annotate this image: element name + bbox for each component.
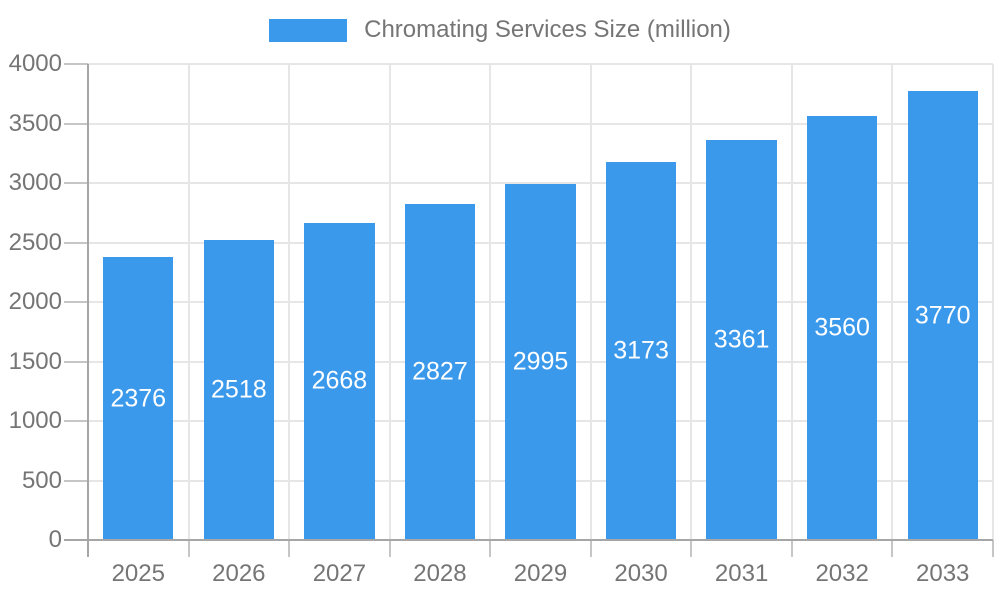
y-tick-mark xyxy=(64,63,88,65)
y-tick-mark xyxy=(64,479,88,482)
bar-value-label: 3560 xyxy=(814,313,870,342)
y-axis-label: 1000 xyxy=(8,407,62,434)
x-tick-mark xyxy=(489,540,492,557)
y-gridline xyxy=(88,63,993,65)
x-gridline xyxy=(891,64,894,540)
y-axis-line xyxy=(87,64,89,557)
y-gridline xyxy=(88,182,993,184)
y-tick-mark xyxy=(64,360,88,363)
x-gridline xyxy=(589,64,592,540)
x-tick-mark xyxy=(589,540,592,557)
bar-value-label: 3770 xyxy=(914,301,971,330)
x-axis-label: 2032 xyxy=(815,560,869,587)
bar-value-label: 2376 xyxy=(110,384,167,413)
x-tick-mark xyxy=(992,540,994,557)
x-axis-label: 2031 xyxy=(714,560,769,587)
bar-value-label: 3361 xyxy=(713,325,770,354)
bar xyxy=(907,91,978,540)
y-tick-mark xyxy=(64,301,88,303)
y-axis-label: 2000 xyxy=(8,288,62,315)
y-axis-label: 1500 xyxy=(8,347,62,375)
y-tick-mark xyxy=(64,420,88,422)
bar-value-label: 2995 xyxy=(512,347,569,376)
y-axis-label: 4000 xyxy=(8,50,62,77)
y-tick-mark xyxy=(64,122,88,125)
x-gridline xyxy=(992,64,994,540)
y-tick-mark xyxy=(64,182,88,184)
x-tick-mark xyxy=(187,540,190,557)
x-gridline xyxy=(489,64,492,540)
x-axis-label: 2033 xyxy=(916,560,970,587)
y-axis-label: 0 xyxy=(48,526,62,553)
x-gridline xyxy=(690,64,693,540)
x-axis-label: 2029 xyxy=(513,560,568,587)
y-axis-label: 3000 xyxy=(8,169,62,196)
bar xyxy=(706,140,777,540)
bar xyxy=(103,257,174,540)
x-gridline xyxy=(388,64,391,540)
bar-value-label: 2827 xyxy=(412,357,468,386)
y-gridline xyxy=(88,122,993,125)
bar xyxy=(203,240,274,540)
bar-value-label: 2668 xyxy=(311,366,368,395)
x-axis-line xyxy=(64,539,993,541)
x-gridline xyxy=(790,64,793,540)
x-axis-label: 2028 xyxy=(413,560,467,587)
x-tick-mark xyxy=(690,540,693,557)
bar xyxy=(505,183,576,540)
x-axis-label: 2025 xyxy=(111,560,165,587)
bar xyxy=(404,203,476,540)
bar-value-label: 3173 xyxy=(613,336,669,365)
x-tick-mark xyxy=(288,540,291,557)
x-tick-mark xyxy=(891,540,894,557)
x-tick-mark xyxy=(388,540,391,557)
y-axis-label: 2500 xyxy=(8,228,62,256)
bar xyxy=(304,222,375,540)
x-axis-label: 2026 xyxy=(212,560,266,587)
bar xyxy=(806,116,878,540)
x-tick-mark xyxy=(790,540,793,557)
x-axis-label: 2030 xyxy=(614,560,668,587)
bar xyxy=(605,162,677,540)
bar-value-label: 2518 xyxy=(211,375,267,404)
x-gridline xyxy=(187,64,190,540)
x-gridline xyxy=(288,64,291,540)
y-axis-label: 3500 xyxy=(8,109,62,137)
y-tick-mark xyxy=(64,241,88,244)
x-axis-label: 2027 xyxy=(312,560,367,587)
y-axis-label: 500 xyxy=(21,466,62,494)
